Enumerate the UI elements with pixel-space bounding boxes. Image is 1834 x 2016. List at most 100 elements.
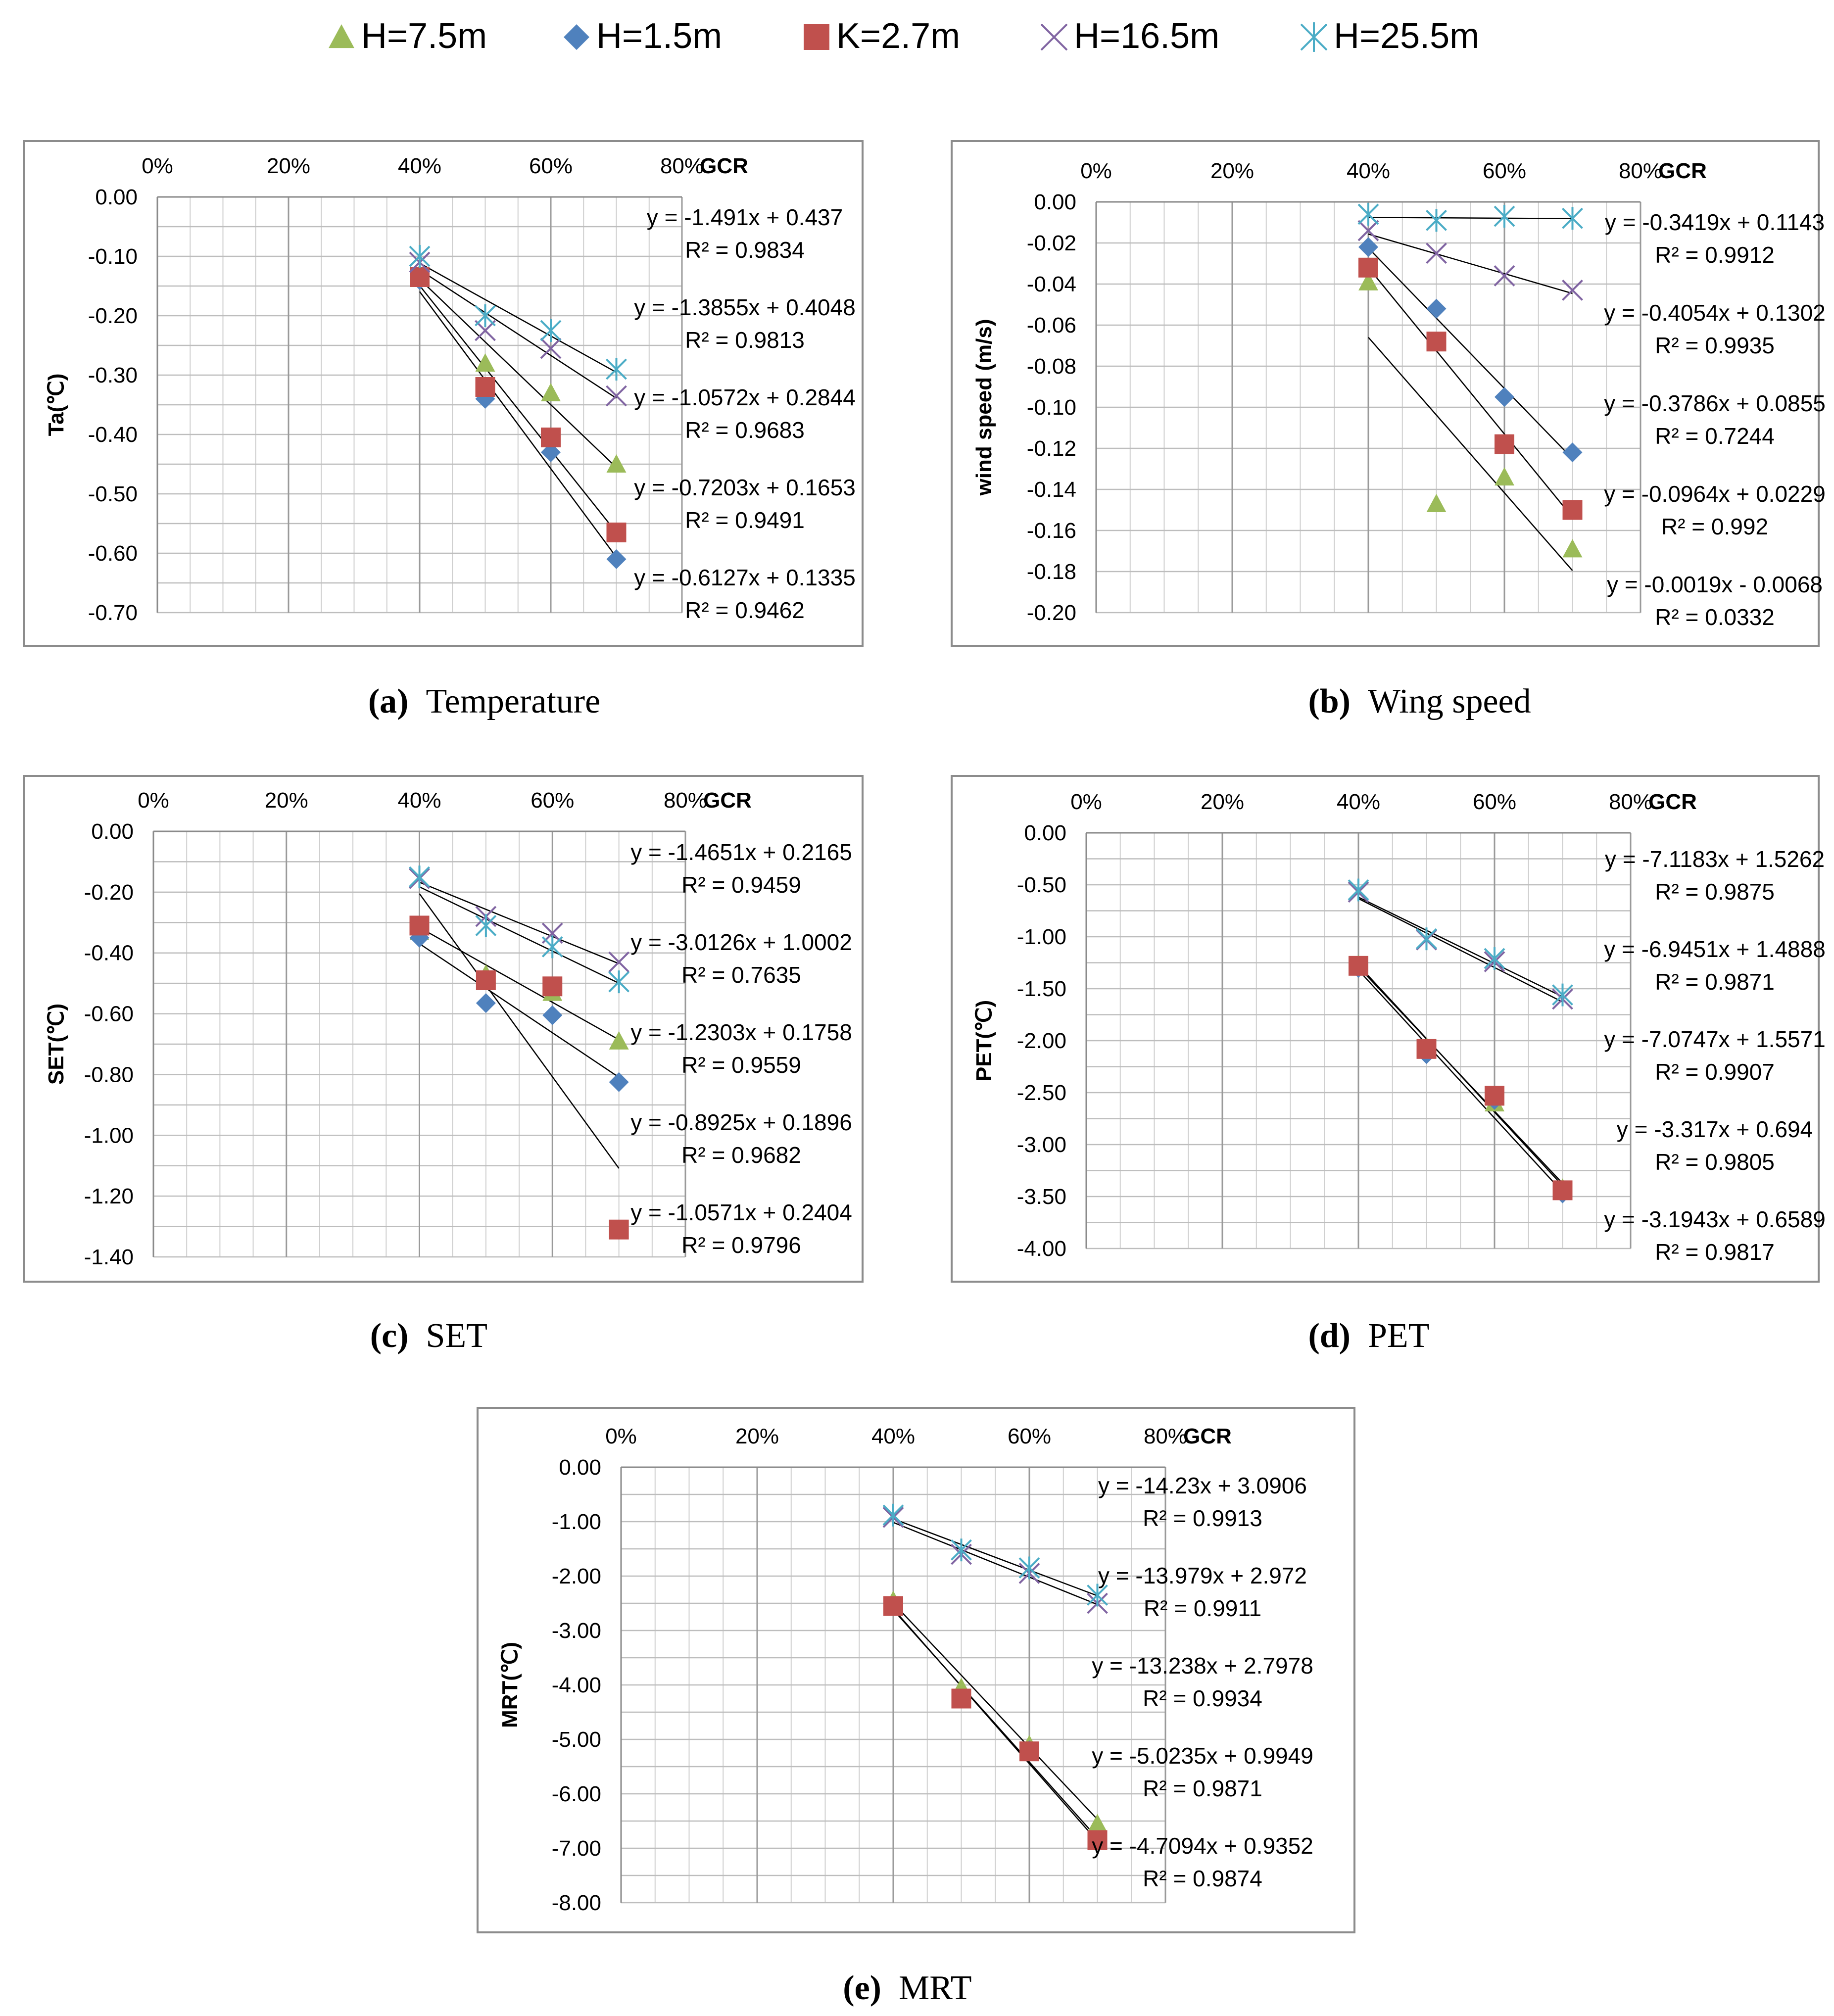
caption-text: PET — [1368, 1317, 1429, 1355]
trendline — [1358, 898, 1563, 1003]
trendline — [1358, 969, 1563, 1193]
data-point — [540, 337, 562, 359]
x-tick-label: 40% — [871, 1424, 915, 1448]
chart-panel-c: 0% 20% 40% 60% 80%GCR 0.00 -0.20 -0.40 -0.60 -0.8… — [23, 775, 864, 1355]
data-point — [475, 377, 495, 397]
trend-equation: y = -13.979x + 2.972 — [1098, 1563, 1307, 1588]
y-axis-title: MRT(℃) — [498, 1642, 522, 1728]
panels: 0% 20% 40% 60% 80%GCR0.00-0.10-0.20-0.30-0.4… — [23, 140, 1826, 2007]
trend-equation: y = -0.7203x + 0.1653 — [634, 475, 856, 500]
data-point — [1562, 207, 1583, 230]
x-tick-label: 0% — [605, 1424, 637, 1448]
data-point — [1552, 1180, 1573, 1200]
trend-equation: y = -1.4651x + 0.2165 — [630, 839, 852, 865]
r-squared: R² = 0.9459 — [681, 872, 801, 898]
x-tick-label: 0% — [1080, 159, 1112, 183]
data-point — [409, 915, 430, 936]
trendline — [419, 881, 620, 964]
chart-frame — [951, 775, 1820, 1283]
r-squared: R² = 0.7635 — [681, 962, 801, 988]
trendline — [1358, 964, 1563, 1186]
data-point — [1562, 442, 1583, 463]
x-axis-title: GCR — [703, 788, 752, 813]
data-point — [1087, 1814, 1108, 1832]
trend-equation: y = -5.0235x + 0.9949 — [1092, 1743, 1313, 1769]
data-point — [475, 320, 496, 341]
data-point — [1426, 332, 1447, 352]
y-tick-label: -0.20 — [1027, 601, 1076, 625]
x-tick-label: 0% — [142, 154, 173, 178]
y-tick-label: -3.50 — [1017, 1185, 1066, 1209]
y-tick-label: -1.00 — [1017, 925, 1066, 949]
trendline — [893, 1518, 1098, 1596]
y-tick-label: -0.10 — [1027, 395, 1076, 420]
chart-panel-e: 0% 20% 40% 60% 80%GCR 0.00 -1.00 -2.00 -3.00 -4.0… — [477, 1407, 1355, 2007]
y-tick-label: -5.00 — [552, 1728, 601, 1752]
x-tick-label: 40% — [397, 788, 441, 813]
y-tick-label: -0.06 — [1027, 313, 1076, 337]
y-tick-label: -0.14 — [1027, 478, 1076, 502]
data-point — [475, 304, 496, 327]
y-tick-label: -2.00 — [1017, 1029, 1066, 1053]
square-icon — [804, 24, 829, 50]
trend-equation: y = -3.1943x + 0.6589 — [1604, 1206, 1826, 1232]
caption-letter: (a) — [368, 682, 409, 720]
x-tick-label: 40% — [1347, 159, 1390, 183]
data-point — [606, 549, 627, 569]
y-tick-label: 0.00 — [1024, 821, 1066, 845]
x-tick-label: 80% — [664, 788, 707, 813]
data-point — [1416, 1039, 1437, 1059]
caption-text: Temperature — [426, 682, 601, 720]
r-squared: R² = 0.9796 — [681, 1232, 801, 1258]
trendline — [419, 943, 620, 1078]
legend-label: K=2.7m — [836, 16, 960, 56]
trend-equation: y = -1.491x + 0.437 — [647, 204, 843, 230]
r-squared: R² = 0.9682 — [681, 1142, 801, 1168]
data-point — [1495, 387, 1514, 407]
y-tick-label: 0.00 — [1034, 190, 1076, 214]
x-tick-label: 0% — [1070, 790, 1102, 814]
data-point — [1426, 209, 1447, 232]
data-point — [1562, 539, 1583, 558]
data-point — [541, 935, 563, 959]
chart-panel-b: 0% 20% 40% 60% 80%GCR 0.00 -0.02 -0.04 -0.06 -0.0… — [951, 140, 1826, 720]
trend-equation: y = -0.0019x - 0.0068 — [1607, 572, 1823, 597]
r-squared: R² = 0.9817 — [1655, 1239, 1775, 1265]
x-tick-label: 20% — [1210, 159, 1254, 183]
data-point — [606, 385, 627, 407]
y-tick-label: -4.00 — [1017, 1237, 1066, 1261]
trend-equation: y = -3.0126x + 1.0002 — [630, 929, 852, 955]
r-squared: R² = 0.9462 — [685, 597, 805, 623]
data-point — [475, 914, 497, 937]
y-tick-label: -0.18 — [1027, 560, 1076, 584]
trend-equation: y = -4.7094x + 0.9352 — [1092, 1833, 1313, 1859]
y-tick-label: -1.00 — [84, 1123, 134, 1148]
y-tick-label: -0.02 — [1027, 231, 1076, 255]
data-point — [951, 1688, 971, 1709]
data-point — [1562, 500, 1583, 520]
trendline — [1368, 336, 1573, 571]
chart-frame — [23, 140, 864, 647]
y-tick-label: 0.00 — [91, 819, 134, 844]
trendline — [419, 886, 620, 984]
diamond-icon — [564, 24, 589, 50]
caption-text: MRT — [899, 1969, 972, 2007]
y-tick-label: -0.16 — [1027, 519, 1076, 543]
r-squared: R² = 0.9874 — [1143, 1866, 1262, 1891]
data-point — [882, 1503, 904, 1527]
data-point — [409, 865, 430, 889]
trend-equation: y = -0.8925x + 0.1896 — [630, 1109, 852, 1135]
trendline — [419, 279, 617, 468]
caption-letter: (e) — [843, 1969, 881, 2007]
data-point — [475, 353, 495, 372]
r-squared: R² = 0.9683 — [685, 417, 805, 443]
data-point — [1357, 220, 1379, 241]
y-tick-label: -0.10 — [88, 244, 138, 269]
data-point — [1552, 983, 1573, 1007]
x-tick-label: 20% — [265, 788, 308, 813]
y-tick-label: -1.00 — [552, 1510, 601, 1534]
data-point — [1494, 205, 1515, 228]
data-point — [1018, 1556, 1040, 1580]
y-tick-label: -7.00 — [552, 1836, 601, 1861]
